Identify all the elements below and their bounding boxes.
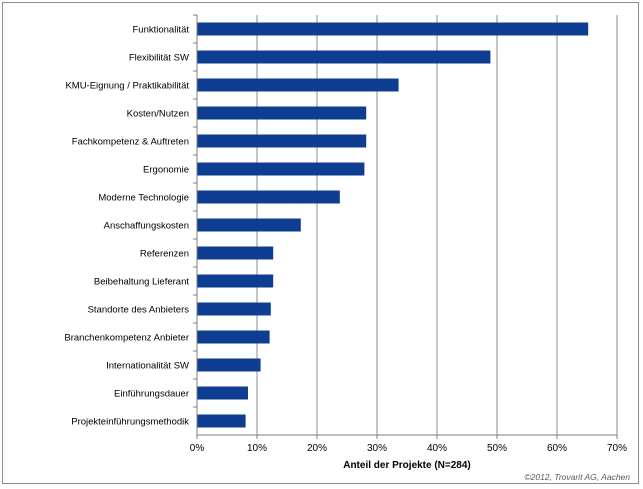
category-label: Moderne Technologie [98, 193, 189, 204]
category-label: Branchenkompetenz Anbieter [64, 333, 189, 344]
category-label: Standorte des Anbieters [88, 305, 190, 316]
bar [197, 134, 367, 148]
bar [197, 106, 367, 120]
bar [197, 330, 270, 344]
bar [197, 22, 589, 36]
category-label: KMU-Eignung / Praktikabilität [65, 81, 189, 92]
bar [197, 78, 399, 92]
category-label: Beibehaltung Lieferant [94, 277, 189, 288]
x-tick-label: 40% [427, 443, 447, 454]
x-tick-label: 30% [367, 443, 387, 454]
category-label: Kosten/Nutzen [127, 109, 189, 120]
category-label: Anschaffungskosten [104, 221, 189, 232]
category-label: Ergonomie [143, 165, 189, 176]
category-label: Referenzen [140, 249, 189, 260]
copyright-credit: ©2012, Trovarit AG, Aachen [524, 472, 630, 482]
x-tick-label: 0% [190, 443, 205, 454]
category-label: Fachkompetenz & Auftreten [72, 137, 189, 148]
x-tick-labels: 0% 10% 20% 30% 40% 50% 60% 70% [190, 443, 627, 454]
x-tick-label: 20% [307, 443, 327, 454]
bar [197, 386, 248, 400]
bar [197, 414, 246, 428]
bar [197, 274, 274, 288]
bar [197, 162, 365, 176]
bars [197, 22, 589, 428]
bar [197, 218, 301, 232]
x-tick-label: 10% [247, 443, 267, 454]
category-labels: Funktionalität Flexibilität SW KMU-Eignung… [64, 25, 189, 428]
category-label: Flexibilität SW [129, 53, 189, 64]
bar [197, 50, 491, 64]
bar [197, 302, 271, 316]
category-label: Einführungsdauer [114, 389, 189, 400]
x-axis-label: Anteil der Projekte (N=284) [343, 460, 471, 471]
x-tick-label: 50% [487, 443, 507, 454]
x-tick-label: 70% [607, 443, 627, 454]
category-label: Funktionalität [132, 25, 189, 36]
bar [197, 190, 340, 204]
bar [197, 246, 274, 260]
category-label: Projekteinführungsmethodik [71, 417, 189, 428]
bar [197, 358, 261, 372]
x-tick-label: 60% [547, 443, 567, 454]
category-label: Internationalität SW [106, 361, 189, 372]
